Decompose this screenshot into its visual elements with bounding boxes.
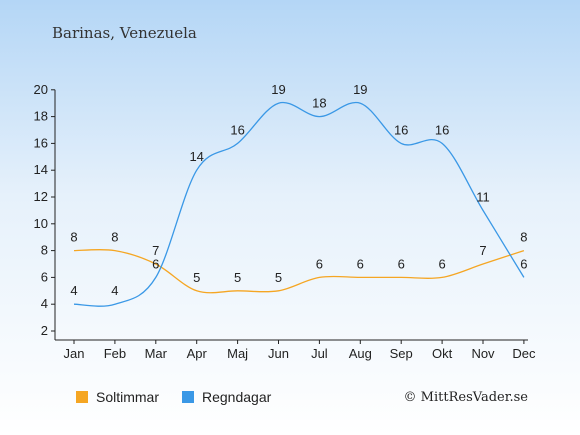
data-label-rain: 16 bbox=[394, 122, 408, 137]
data-label-sun: 6 bbox=[398, 256, 405, 271]
data-label-rain: 11 bbox=[476, 189, 490, 204]
legend-swatch-rain bbox=[182, 391, 194, 403]
data-label-sun: 5 bbox=[193, 270, 200, 285]
data-label-rain: 16 bbox=[230, 122, 244, 137]
data-label-rain: 6 bbox=[152, 256, 159, 271]
x-tick-label: Jan bbox=[64, 346, 85, 361]
x-tick-label: Aug bbox=[349, 346, 372, 361]
data-label-sun: 8 bbox=[70, 230, 77, 245]
data-label-sun: 6 bbox=[316, 256, 323, 271]
y-tick-label: 6 bbox=[41, 269, 48, 284]
y-tick-label: 14 bbox=[34, 162, 48, 177]
series-line-rain bbox=[73, 101, 525, 307]
data-label-sun: 8 bbox=[111, 230, 118, 245]
series-layer bbox=[73, 101, 525, 307]
data-label-rain: 19 bbox=[353, 82, 367, 97]
data-label-rain: 18 bbox=[312, 96, 326, 111]
x-tick-label: Jul bbox=[311, 346, 328, 361]
x-tick-label: Sep bbox=[390, 346, 413, 361]
series-line-sun bbox=[73, 248, 525, 294]
legend-label-rain: Regndagar bbox=[202, 389, 272, 405]
data-label-sun: 6 bbox=[357, 256, 364, 271]
data-label-rain: 19 bbox=[271, 82, 285, 97]
data-label-sun: 8 bbox=[520, 230, 527, 245]
data-label-sun: 5 bbox=[275, 270, 282, 285]
chart-title: Barinas, Venezuela bbox=[52, 24, 197, 42]
y-tick-label: 10 bbox=[34, 216, 48, 231]
copyright: © MittResVader.se bbox=[403, 390, 528, 405]
y-tick-label: 18 bbox=[34, 109, 48, 124]
data-label-sun: 7 bbox=[152, 243, 159, 258]
x-tick-label: Apr bbox=[187, 346, 208, 361]
y-tick-label: 16 bbox=[34, 135, 48, 150]
y-tick-label: 4 bbox=[41, 296, 48, 311]
legend-label-sun: Soltimmar bbox=[96, 389, 160, 405]
x-tick-label: Maj bbox=[227, 346, 248, 361]
legend-item-rain: Regndagar bbox=[182, 389, 271, 405]
y-tick-label: 20 bbox=[34, 82, 48, 97]
data-label-sun: 7 bbox=[479, 243, 486, 258]
data-label-rain: 4 bbox=[111, 283, 118, 298]
x-tick-label: Dec bbox=[512, 346, 536, 361]
y-tick-label: 8 bbox=[41, 243, 48, 258]
data-label-rain: 6 bbox=[520, 256, 527, 271]
data-label-rain: 16 bbox=[435, 122, 449, 137]
x-tick-label: Okt bbox=[432, 346, 453, 361]
y-tick-label: 2 bbox=[41, 323, 48, 338]
x-tick-label: Feb bbox=[104, 346, 126, 361]
data-label-sun: 6 bbox=[438, 256, 445, 271]
axes: 2 4 6 8 10 12 14 16 18 20 Jan Feb Mar Apr Maj Jun Jul Aug… bbox=[34, 82, 536, 361]
x-tick-label: Mar bbox=[145, 346, 168, 361]
legend-swatch-sun bbox=[76, 391, 88, 403]
y-tick-label: 12 bbox=[34, 189, 48, 204]
legend-item-sun: Soltimmar bbox=[76, 389, 159, 405]
x-tick-label: Nov bbox=[471, 346, 495, 361]
data-label-rain: 4 bbox=[70, 283, 77, 298]
x-tick-label: Jun bbox=[268, 346, 289, 361]
data-label-rain: 14 bbox=[189, 149, 203, 164]
data-label-sun: 5 bbox=[234, 270, 241, 285]
